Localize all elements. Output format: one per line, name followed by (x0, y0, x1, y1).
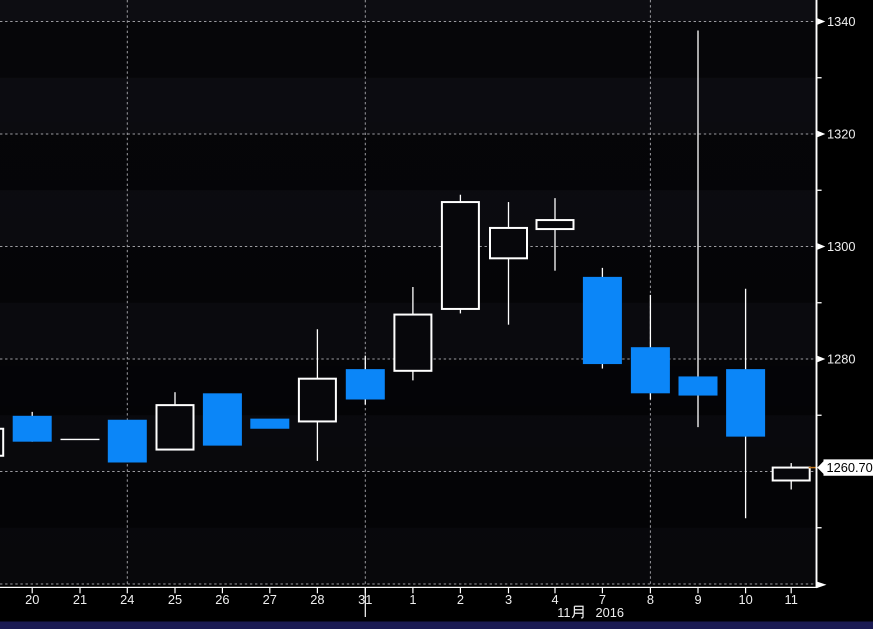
x-label-27: 27 (263, 592, 277, 607)
candle-10 (726, 369, 766, 437)
candle-28 (297, 377, 337, 423)
y-tick-arrow-icon-1280 (817, 355, 826, 363)
x-label-7: 7 (599, 592, 606, 607)
month-label-number: 11 (557, 605, 570, 620)
x-label-8: 8 (647, 592, 654, 607)
month-label-cjk-glyph (571, 605, 584, 619)
x-label-28: 28 (310, 592, 324, 607)
candle-20 (12, 415, 52, 442)
candle-31 (345, 369, 385, 400)
x-label-10: 10 (738, 592, 752, 607)
candle-26 (202, 393, 242, 446)
candle-4 (535, 219, 575, 231)
x-label-24: 24 (120, 592, 134, 607)
candle-2 (440, 201, 480, 310)
x-label-21: 21 (73, 592, 87, 607)
x-label-26: 26 (215, 592, 229, 607)
last-price-tag (817, 459, 873, 476)
footer-bar (0, 621, 873, 629)
x-axis-arrow-icon (816, 581, 827, 589)
x-label-3: 3 (505, 592, 512, 607)
y-tick-arrow-icon-1300 (817, 243, 826, 250)
candle-24 (107, 419, 147, 463)
y-tick-arrow-icon-1340 (817, 18, 826, 25)
x-label-2: 2 (457, 592, 464, 607)
candle-27 (250, 418, 290, 429)
x-label-9: 9 (694, 592, 701, 607)
y-label-1300: 1300 (827, 239, 855, 254)
y-label-1320: 1320 (827, 127, 855, 142)
x-label-4: 4 (551, 592, 558, 607)
x-label-20: 20 (25, 592, 39, 607)
candle-1 (393, 313, 433, 372)
candle-25 (155, 404, 195, 451)
x-label-11: 11 (785, 592, 798, 607)
y-tick-arrow-icon-1320 (817, 130, 826, 138)
x-label-1: 1 (409, 592, 416, 607)
plot-shade (0, 0, 817, 585)
candle-3 (489, 226, 528, 260)
candle-8 (630, 347, 670, 394)
candle-7 (582, 276, 622, 365)
last-price-label: 1260.70 (827, 460, 873, 475)
candle-11 (771, 466, 811, 482)
candle-19 (0, 427, 5, 457)
x-label-25: 25 (168, 592, 182, 607)
month-label-year: 2016 (596, 605, 624, 620)
candle-9 (678, 376, 718, 396)
y-label-1340: 1340 (827, 14, 855, 29)
y-label-1280: 1280 (827, 352, 855, 367)
